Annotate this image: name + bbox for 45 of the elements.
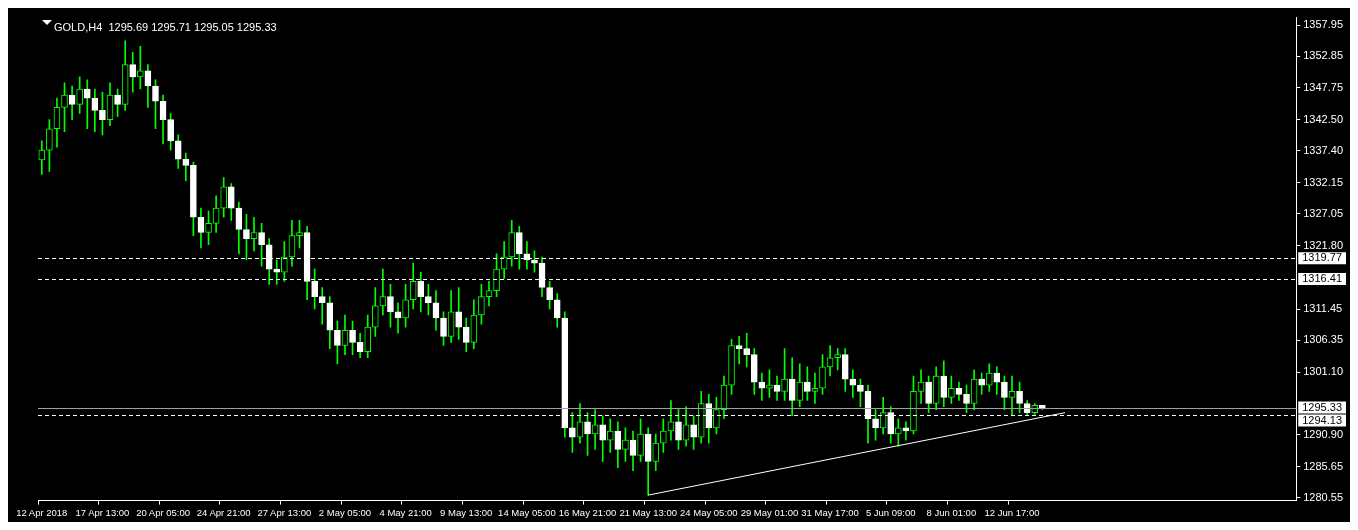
ref-line-label: 1294.13 [1302, 413, 1342, 426]
candlestick [137, 45, 144, 90]
x-tick-label: 29 May 01:00 [740, 506, 799, 518]
y-tick-label: 1352.85 [1303, 49, 1343, 62]
y-tick-label: 1290.90 [1303, 427, 1343, 440]
y-tick-label: 1342.50 [1303, 112, 1343, 125]
x-tick-label: 31 May 17:00 [801, 506, 859, 518]
x-tick-label: 16 May 21:00 [558, 506, 617, 518]
candlestick [894, 418, 902, 447]
y-tick-label: 1311.45 [1303, 302, 1343, 315]
x-tick-label: 27 Apr 13:00 [257, 506, 312, 518]
x-tick-label: 21 May 13:00 [619, 506, 677, 518]
x-tick-label: 4 May 21:00 [379, 506, 432, 518]
candlestick [735, 336, 743, 365]
y-tick-label: 1357.95 [1303, 18, 1343, 31]
y-tick-label: 1332.15 [1303, 175, 1343, 188]
y-tick-label: 1327.05 [1303, 206, 1343, 219]
chart-title: GOLD,H4 1295.69 1295.71 1295.05 1295.33 [54, 21, 277, 34]
candlestick [318, 287, 326, 325]
y-tick-label: 1306.35 [1303, 333, 1343, 346]
ref-line-label: 1316.41 [1302, 271, 1342, 284]
x-tick-label: 14 May 05:00 [498, 506, 556, 518]
x-tick-label: 20 Apr 05:00 [136, 506, 191, 518]
x-tick-label: 24 May 05:00 [680, 506, 738, 518]
candlestick [250, 216, 258, 252]
x-tick-label: 17 Apr 13:00 [75, 506, 130, 518]
ref-line-label: 1295.33 [1302, 400, 1342, 413]
y-tick-label: 1285.65 [1303, 459, 1343, 472]
x-tick-label: 24 Apr 21:00 [196, 506, 251, 518]
y-tick-label: 1337.40 [1303, 143, 1343, 156]
x-tick-label: 5 Jun 09:00 [865, 506, 916, 518]
candlestick [606, 418, 614, 453]
candlestick [811, 372, 819, 404]
candlestick [743, 332, 751, 368]
y-tick-label: 1301.10 [1303, 365, 1343, 378]
x-tick-label: 8 Jun 01:00 [926, 506, 977, 518]
x-tick-label: 12 Jun 17:00 [984, 506, 1040, 518]
candlestick [1008, 375, 1016, 417]
ref-line-label: 1319.77 [1302, 251, 1342, 264]
x-tick-label: 2 May 05:00 [318, 506, 372, 518]
y-tick-label: 1347.75 [1303, 80, 1343, 93]
y-tick-label: 1280.55 [1303, 490, 1343, 503]
x-tick-label: 12 Apr 2018 [16, 506, 68, 518]
x-tick-label: 9 May 13:00 [440, 506, 493, 518]
y-tick-label: 1321.80 [1303, 239, 1343, 251]
